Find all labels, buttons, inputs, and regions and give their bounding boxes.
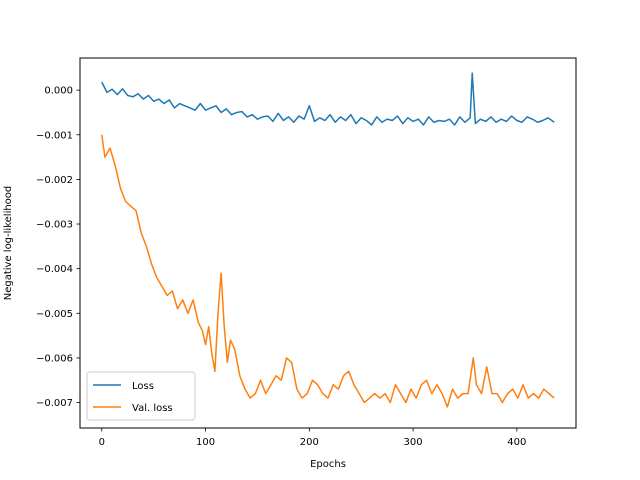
- series-line-val-loss: [101, 134, 555, 408]
- x-tick-label: 300: [404, 437, 423, 448]
- y-tick-label: −0.001: [36, 130, 73, 141]
- plot-area-frame: [79, 57, 577, 429]
- legend-label-val-loss: Val. loss: [132, 403, 173, 414]
- y-tick-label: −0.004: [36, 264, 73, 275]
- legend-label-loss: Loss: [132, 381, 154, 392]
- y-tick-label: −0.005: [36, 309, 73, 320]
- y-tick-label: −0.006: [36, 353, 73, 364]
- x-tick-label: 100: [196, 437, 215, 448]
- x-axis-label: Epochs: [310, 459, 346, 470]
- legend-box: [86, 371, 196, 421]
- x-axis: 0 100 200 300 400: [99, 428, 526, 448]
- x-tick-label: 0: [99, 437, 105, 448]
- plot-lines: [101, 72, 555, 408]
- x-tick-label: 200: [300, 437, 319, 448]
- series-line-loss: [101, 72, 555, 126]
- y-tick-label: −0.007: [36, 398, 73, 409]
- x-tick-label: 400: [507, 437, 526, 448]
- y-axis-label: Negative log-likelihood: [3, 186, 14, 301]
- legend: Loss Val. loss: [86, 371, 196, 421]
- y-tick-label: −0.003: [36, 220, 73, 231]
- y-axis: 0.000 −0.001 −0.002 −0.003 −0.004 −0.005 −0.00…: [36, 86, 80, 409]
- y-tick-label: 0.000: [44, 86, 73, 97]
- y-tick-label: −0.002: [36, 175, 73, 186]
